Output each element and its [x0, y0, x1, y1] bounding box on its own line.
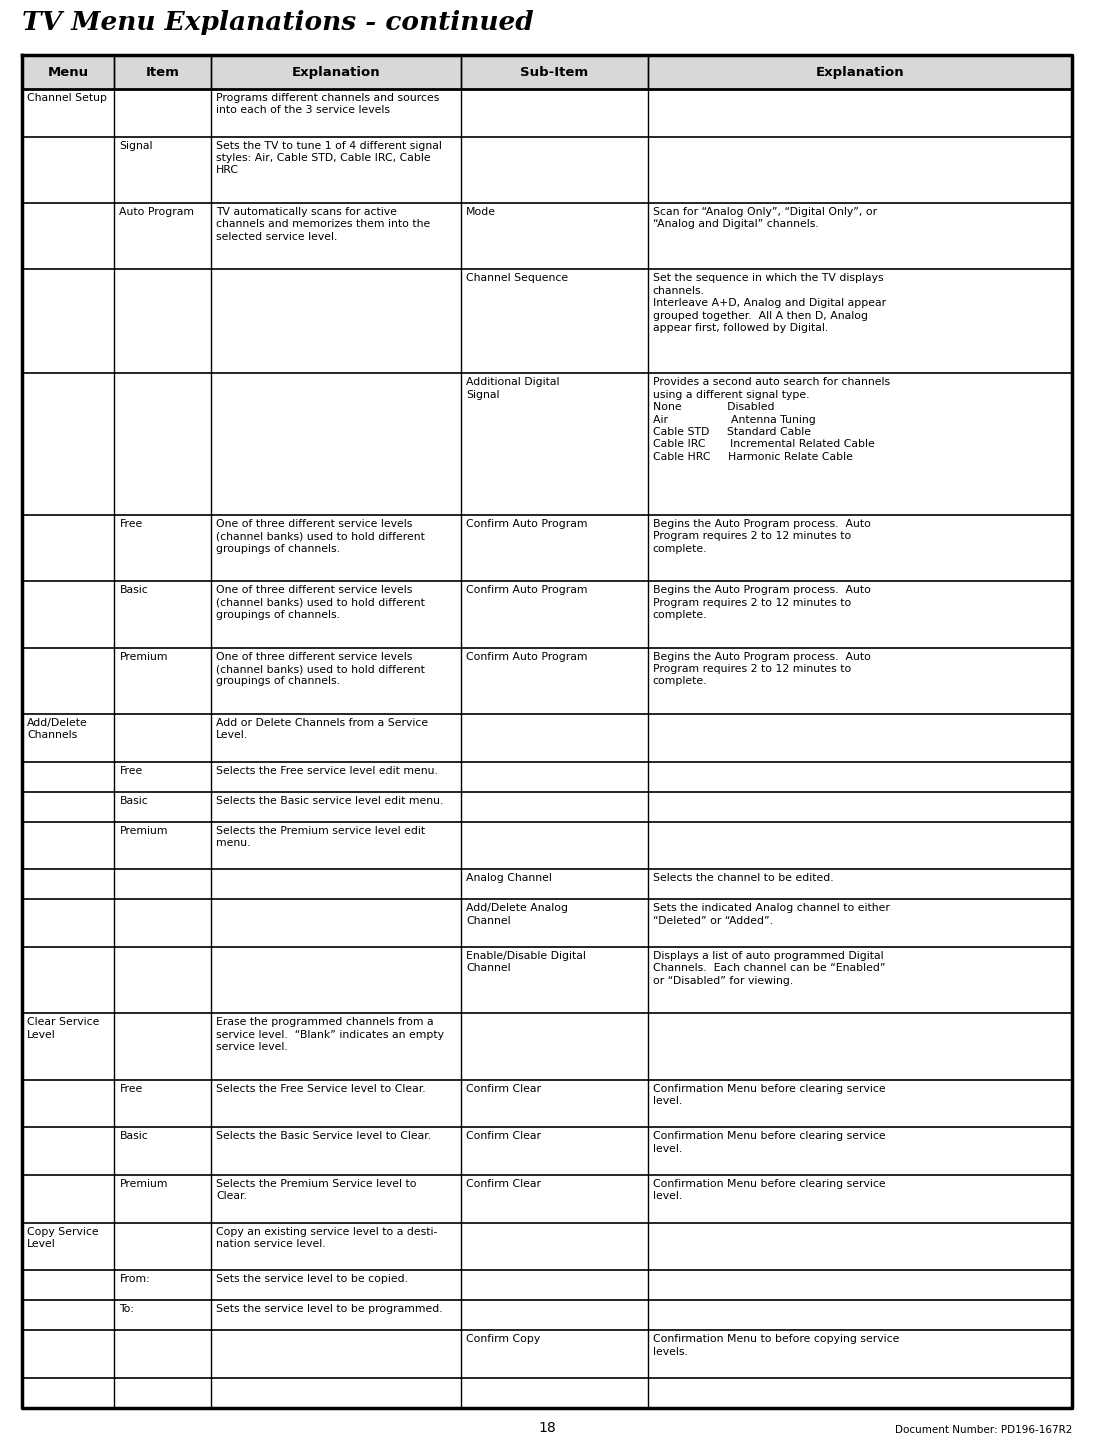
- Text: Selects the channel to be edited.: Selects the channel to be edited.: [653, 873, 834, 883]
- Text: Menu: Menu: [48, 65, 89, 78]
- Text: Displays a list of auto programmed Digital
Channels.  Each channel can be “Enabl: Displays a list of auto programmed Digit…: [653, 951, 885, 986]
- Text: Explanation: Explanation: [292, 65, 381, 78]
- Text: TV automatically scans for active
channels and memorizes them into the
selected : TV automatically scans for active channe…: [216, 207, 430, 242]
- Text: Mode: Mode: [466, 207, 496, 218]
- Text: Premium: Premium: [119, 651, 167, 661]
- Text: Basic: Basic: [119, 1131, 148, 1141]
- Text: Sub-Item: Sub-Item: [521, 65, 589, 78]
- Text: Set the sequence in which the TV displays
channels.
Interleave A+D, Analog and D: Set the sequence in which the TV display…: [653, 274, 886, 334]
- Text: Selects the Premium Service level to
Clear.: Selects the Premium Service level to Cle…: [216, 1179, 417, 1202]
- Text: Copy Service
Level: Copy Service Level: [27, 1227, 98, 1248]
- Text: Sets the indicated Analog channel to either
“Deleted” or “Added”.: Sets the indicated Analog channel to eit…: [653, 903, 889, 925]
- Text: Free: Free: [119, 766, 142, 776]
- Text: Signal: Signal: [119, 141, 153, 151]
- Text: Sets the service level to be copied.: Sets the service level to be copied.: [216, 1275, 408, 1285]
- Text: Selects the Free service level edit menu.: Selects the Free service level edit menu…: [216, 766, 438, 776]
- Text: Channel Sequence: Channel Sequence: [466, 274, 568, 283]
- Text: From:: From:: [119, 1275, 150, 1285]
- Text: One of three different service levels
(channel banks) used to hold different
gro: One of three different service levels (c…: [216, 586, 424, 621]
- Text: Document Number: PD196-167R2: Document Number: PD196-167R2: [895, 1425, 1072, 1436]
- Text: Confirm Auto Program: Confirm Auto Program: [466, 586, 587, 596]
- Text: Begins the Auto Program process.  Auto
Program requires 2 to 12 minutes to
compl: Begins the Auto Program process. Auto Pr…: [653, 586, 871, 621]
- Text: Basic: Basic: [119, 796, 148, 806]
- Text: Confirm Auto Program: Confirm Auto Program: [466, 519, 587, 529]
- Text: Selects the Basic service level edit menu.: Selects the Basic service level edit men…: [216, 796, 443, 806]
- Text: Additional Digital
Signal: Additional Digital Signal: [466, 377, 559, 400]
- Text: Basic: Basic: [119, 586, 148, 596]
- Text: Channel Setup: Channel Setup: [27, 93, 107, 103]
- Text: Item: Item: [146, 65, 179, 78]
- Text: Sets the service level to be programmed.: Sets the service level to be programmed.: [216, 1305, 443, 1314]
- Text: Add/Delete
Channels: Add/Delete Channels: [27, 718, 88, 741]
- Text: Confirm Clear: Confirm Clear: [466, 1179, 540, 1189]
- Text: Selects the Premium service level edit
menu.: Selects the Premium service level edit m…: [216, 825, 426, 848]
- Bar: [22, 55, 1072, 88]
- Text: Premium: Premium: [119, 825, 167, 835]
- Text: Free: Free: [119, 1083, 142, 1093]
- Text: 18: 18: [538, 1421, 556, 1436]
- Text: One of three different service levels
(channel banks) used to hold different
gro: One of three different service levels (c…: [216, 651, 424, 686]
- Text: Provides a second auto search for channels
using a different signal type.
None  : Provides a second auto search for channe…: [653, 377, 889, 461]
- Text: Add or Delete Channels from a Service
Level.: Add or Delete Channels from a Service Le…: [216, 718, 428, 741]
- Text: Begins the Auto Program process.  Auto
Program requires 2 to 12 minutes to
compl: Begins the Auto Program process. Auto Pr…: [653, 519, 871, 554]
- Text: Confirmation Menu to before copying service
levels.: Confirmation Menu to before copying serv…: [653, 1334, 899, 1357]
- Text: Enable/Disable Digital
Channel: Enable/Disable Digital Channel: [466, 951, 585, 973]
- Text: TV Menu Explanations - continued: TV Menu Explanations - continued: [22, 10, 534, 35]
- Text: Sets the TV to tune 1 of 4 different signal
styles: Air, Cable STD, Cable IRC, C: Sets the TV to tune 1 of 4 different sig…: [216, 141, 442, 175]
- Text: To:: To:: [119, 1305, 135, 1314]
- Text: Confirmation Menu before clearing service
level.: Confirmation Menu before clearing servic…: [653, 1179, 885, 1202]
- Text: Selects the Basic Service level to Clear.: Selects the Basic Service level to Clear…: [216, 1131, 431, 1141]
- Text: Confirm Copy: Confirm Copy: [466, 1334, 540, 1344]
- Text: Confirmation Menu before clearing service
level.: Confirmation Menu before clearing servic…: [653, 1083, 885, 1106]
- Text: Confirm Auto Program: Confirm Auto Program: [466, 651, 587, 661]
- Text: Erase the programmed channels from a
service level.  “Blank” indicates an empty
: Erase the programmed channels from a ser…: [216, 1018, 444, 1053]
- Text: Copy an existing service level to a desti-
nation service level.: Copy an existing service level to a dest…: [216, 1227, 438, 1248]
- Text: Clear Service
Level: Clear Service Level: [27, 1018, 100, 1040]
- Text: Scan for “Analog Only”, “Digital Only”, or
“Analog and Digital” channels.: Scan for “Analog Only”, “Digital Only”, …: [653, 207, 877, 229]
- Text: One of three different service levels
(channel banks) used to hold different
gro: One of three different service levels (c…: [216, 519, 424, 554]
- Text: Confirm Clear: Confirm Clear: [466, 1131, 540, 1141]
- Text: Selects the Free Service level to Clear.: Selects the Free Service level to Clear.: [216, 1083, 426, 1093]
- Text: Add/Delete Analog
Channel: Add/Delete Analog Channel: [466, 903, 568, 925]
- Text: Premium: Premium: [119, 1179, 167, 1189]
- Text: Auto Program: Auto Program: [119, 207, 195, 218]
- Text: Confirmation Menu before clearing service
level.: Confirmation Menu before clearing servic…: [653, 1131, 885, 1154]
- Text: Programs different channels and sources
into each of the 3 service levels: Programs different channels and sources …: [216, 93, 440, 116]
- Text: Free: Free: [119, 519, 142, 529]
- Text: Begins the Auto Program process.  Auto
Program requires 2 to 12 minutes to
compl: Begins the Auto Program process. Auto Pr…: [653, 651, 871, 686]
- Text: Explanation: Explanation: [816, 65, 905, 78]
- Text: Analog Channel: Analog Channel: [466, 873, 551, 883]
- Text: Confirm Clear: Confirm Clear: [466, 1083, 540, 1093]
